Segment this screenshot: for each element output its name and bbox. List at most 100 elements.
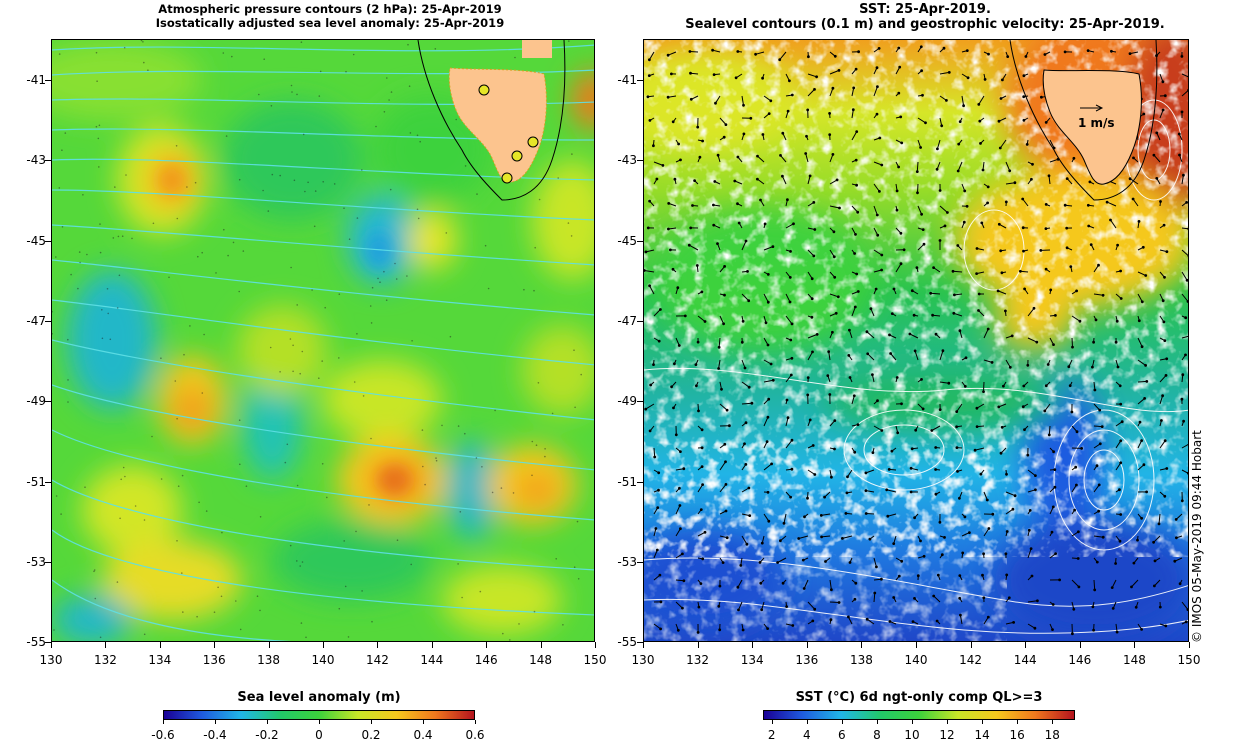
lat-tick-mark [637, 320, 643, 322]
velocity-arrowhead [1022, 249, 1025, 253]
grid-dot [538, 198, 541, 201]
grid-dot [203, 333, 205, 336]
velocity-arrowhead [790, 467, 794, 471]
grid-dot [361, 590, 363, 592]
velocity-arrowhead [916, 191, 919, 195]
velocity-arrowhead [696, 340, 700, 344]
tide-gauge-marker [511, 150, 523, 162]
velocity-arrowhead [837, 69, 841, 72]
grid-dot [101, 309, 103, 311]
velocity-arrowhead [683, 314, 687, 318]
velocity-arrowhead [1182, 173, 1185, 177]
lon-tick-label: 132 [686, 653, 710, 667]
lon-tick-mark [1134, 642, 1136, 648]
velocity-arrowhead [810, 315, 814, 319]
grid-dot [52, 310, 53, 313]
lon-tick-mark [806, 642, 808, 648]
velocity-arrowhead [997, 222, 1001, 226]
grid-dot [338, 357, 340, 359]
velocity-arrow [828, 351, 831, 361]
velocity-arrowhead [956, 169, 960, 173]
velocity-arrowhead [745, 542, 749, 546]
velocity-arrowhead [978, 119, 982, 123]
velocity-arrowhead [997, 405, 1001, 409]
velocity-arrowhead [1008, 169, 1012, 173]
velocity-arrowhead [743, 442, 746, 446]
velocity-arrow [1022, 198, 1029, 207]
velocity-arrow [648, 51, 655, 61]
velocity-arrowhead [931, 313, 935, 317]
velocity-arrowhead [943, 536, 946, 539]
velocity-arrowhead [962, 104, 966, 108]
lon-tick-label: 136 [795, 653, 819, 667]
velocity-arrowhead [648, 429, 652, 433]
velocity-arrowhead [771, 378, 775, 382]
velocity-arrowhead [736, 202, 739, 206]
velocity-arrowhead [700, 428, 704, 432]
grid-dot [459, 511, 462, 513]
velocity-arrowhead [649, 383, 653, 387]
grid-dot [302, 133, 305, 136]
velocity-arrowhead [766, 273, 770, 276]
velocity-arrowhead [648, 119, 652, 122]
grid-dot [53, 629, 55, 631]
velocity-arrowhead [1092, 340, 1096, 344]
velocity-arrowhead [801, 558, 805, 562]
grid-dot [95, 125, 98, 128]
velocity-arrow [785, 417, 789, 427]
velocity-arrowhead [854, 581, 858, 585]
velocity-arrowhead [1052, 450, 1056, 454]
velocity-arrow [983, 528, 990, 537]
velocity-arrowhead [717, 345, 721, 349]
velocity-arrowhead [915, 266, 919, 270]
grid-dot [256, 595, 259, 597]
grid-dot [361, 169, 363, 171]
velocity-arrowhead [1186, 608, 1188, 611]
velocity-arrowhead [878, 136, 882, 140]
velocity-arrowhead [1134, 605, 1138, 609]
grid-dot [258, 93, 260, 96]
velocity-arrowhead [851, 108, 855, 112]
velocity-arrowhead [1076, 557, 1080, 560]
velocity-arrowhead [833, 419, 837, 423]
velocity-arrowhead [896, 431, 900, 435]
grid-dot [300, 622, 303, 624]
velocity-arrowhead [723, 442, 727, 446]
grid-dot [300, 41, 303, 43]
lon-tick-label: 142 [959, 653, 983, 667]
velocity-arrowhead [767, 519, 771, 523]
velocity-arrowhead [1004, 552, 1008, 556]
velocity-arrowhead [958, 329, 962, 333]
velocity-arrow [939, 71, 950, 75]
grid-dot [286, 443, 289, 446]
velocity-arrowhead [1039, 249, 1043, 252]
lat-tick-mark [45, 481, 51, 483]
velocity-arrowhead [1001, 78, 1004, 82]
velocity-arrowhead [1185, 278, 1188, 282]
velocity-arrow [1071, 579, 1080, 588]
velocity-arrowhead [714, 101, 717, 105]
lon-tick-label: 146 [1068, 653, 1092, 667]
velocity-arrowhead [852, 394, 856, 398]
velocity-arrowhead [1163, 275, 1166, 279]
grid-dot [182, 611, 184, 613]
velocity-arrowhead [1110, 49, 1113, 53]
grid-dot [231, 55, 233, 58]
velocity-arrowhead [1119, 269, 1123, 273]
velocity-arrowhead [695, 384, 698, 388]
velocity-arrowhead [758, 561, 762, 564]
lon-tick-mark [323, 642, 324, 648]
velocity-arrow [785, 223, 794, 229]
velocity-arrowhead [1078, 319, 1082, 323]
velocity-arrow [983, 491, 988, 501]
velocity-arrowhead [681, 552, 684, 556]
velocity-arrowhead [1093, 388, 1097, 392]
velocity-arrowhead [725, 408, 729, 412]
grid-dot [142, 41, 144, 43]
grid-dot [64, 132, 67, 134]
velocity-arrow [697, 315, 706, 322]
velocity-arrowhead [983, 78, 987, 81]
velocity-arrow [1181, 175, 1184, 185]
velocity-arrowhead [786, 416, 790, 420]
velocity-arrowhead [1161, 299, 1165, 303]
